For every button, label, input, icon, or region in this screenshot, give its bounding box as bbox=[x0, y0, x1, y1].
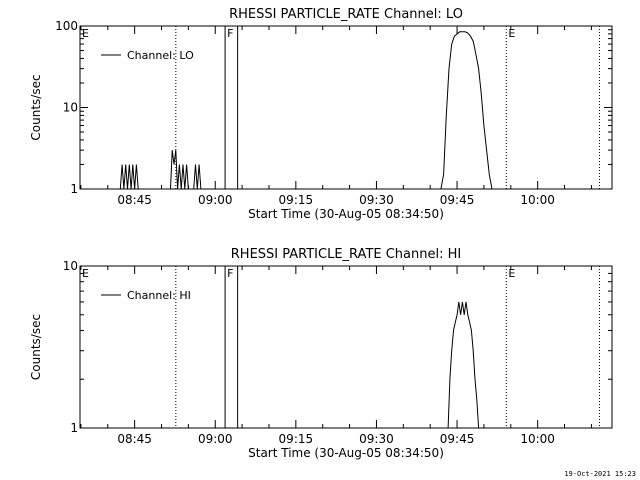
y-tick-label: 100 bbox=[55, 19, 78, 33]
y-tick-label: 1 bbox=[70, 421, 78, 435]
series-line bbox=[119, 164, 139, 190]
marker-label: F bbox=[227, 27, 233, 40]
x-tick-label: 08:45 bbox=[117, 193, 152, 207]
x-tick-label: 09:45 bbox=[440, 432, 475, 446]
marker-label: F bbox=[227, 267, 233, 280]
chart-title: RHESSI PARTICLE_RATE Channel: HI bbox=[231, 247, 461, 262]
x-tick-label: 09:15 bbox=[279, 193, 314, 207]
legend-label: Channel: HI bbox=[127, 289, 191, 302]
y-tick-label: 10 bbox=[63, 259, 78, 273]
y-tick-label: 1 bbox=[70, 182, 78, 196]
x-tick-label: 09:15 bbox=[279, 432, 314, 446]
legend-label: Channel: LO bbox=[127, 49, 194, 62]
hi-channel-panel: RHESSI PARTICLE_RATE Channel: HI E F E 1 10 08… bbox=[29, 247, 613, 460]
y-axis-label: Counts/sec bbox=[29, 314, 43, 380]
plot-frame bbox=[79, 265, 613, 429]
x-tick-label: 09:00 bbox=[198, 432, 233, 446]
series-line bbox=[170, 150, 189, 190]
x-tick-label: 08:45 bbox=[117, 432, 152, 446]
x-tick-label: 09:30 bbox=[359, 432, 394, 446]
x-axis-label: Start Time (30-Aug-05 08:34:50) bbox=[248, 207, 444, 221]
marker-label: E bbox=[508, 267, 515, 280]
marker-label: E bbox=[82, 267, 89, 280]
x-tick-label: 09:30 bbox=[359, 193, 394, 207]
y-axis-label: Counts/sec bbox=[29, 74, 43, 140]
x-tick-label: 09:00 bbox=[198, 193, 233, 207]
chart-title: RHESSI PARTICLE_RATE Channel: LO bbox=[229, 7, 463, 22]
marker-label: E bbox=[82, 27, 89, 40]
series-line bbox=[193, 164, 202, 190]
x-axis-label: Start Time (30-Aug-05 08:34:50) bbox=[248, 446, 444, 460]
series-line bbox=[447, 301, 480, 429]
series-line bbox=[440, 31, 493, 190]
x-tick-label: 10:00 bbox=[520, 432, 555, 446]
y-tick-label: 10 bbox=[63, 101, 78, 115]
x-tick-label: 09:45 bbox=[440, 193, 475, 207]
lo-channel-panel: RHESSI PARTICLE_RATE Channel: LO E F E 1 10 10… bbox=[29, 7, 613, 221]
generation-timestamp: 19-Oct-2021 15:23 bbox=[564, 470, 636, 478]
marker-label: E bbox=[508, 27, 515, 40]
x-tick-label: 10:00 bbox=[520, 193, 555, 207]
